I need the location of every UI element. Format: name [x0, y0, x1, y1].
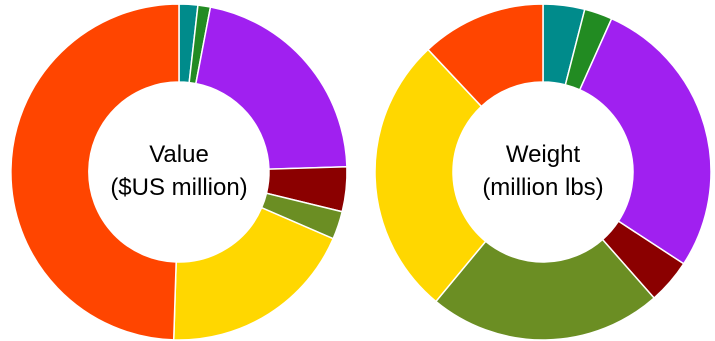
value-donut: Value ($US million) — [10, 3, 348, 341]
value-donut-slice-3 — [194, 6, 348, 170]
weight-donut-slice-3 — [578, 17, 712, 265]
value-donut-slice-6 — [172, 206, 335, 341]
weight-center-label-line-1: Weight — [506, 141, 581, 168]
value-center-label-line-1: Value — [149, 141, 209, 168]
weight-donut-slice-6 — [374, 48, 487, 303]
value-center-label-line-2: ($US million) — [110, 174, 247, 201]
weight-center-label-line-2: (million lbs) — [482, 174, 603, 201]
value-donut-slice-7 — [10, 3, 180, 341]
weight-donut: Weight (million lbs) — [374, 3, 712, 341]
weight-donut-slice-7 — [426, 3, 544, 108]
weight-donut-slice-5 — [434, 238, 656, 341]
